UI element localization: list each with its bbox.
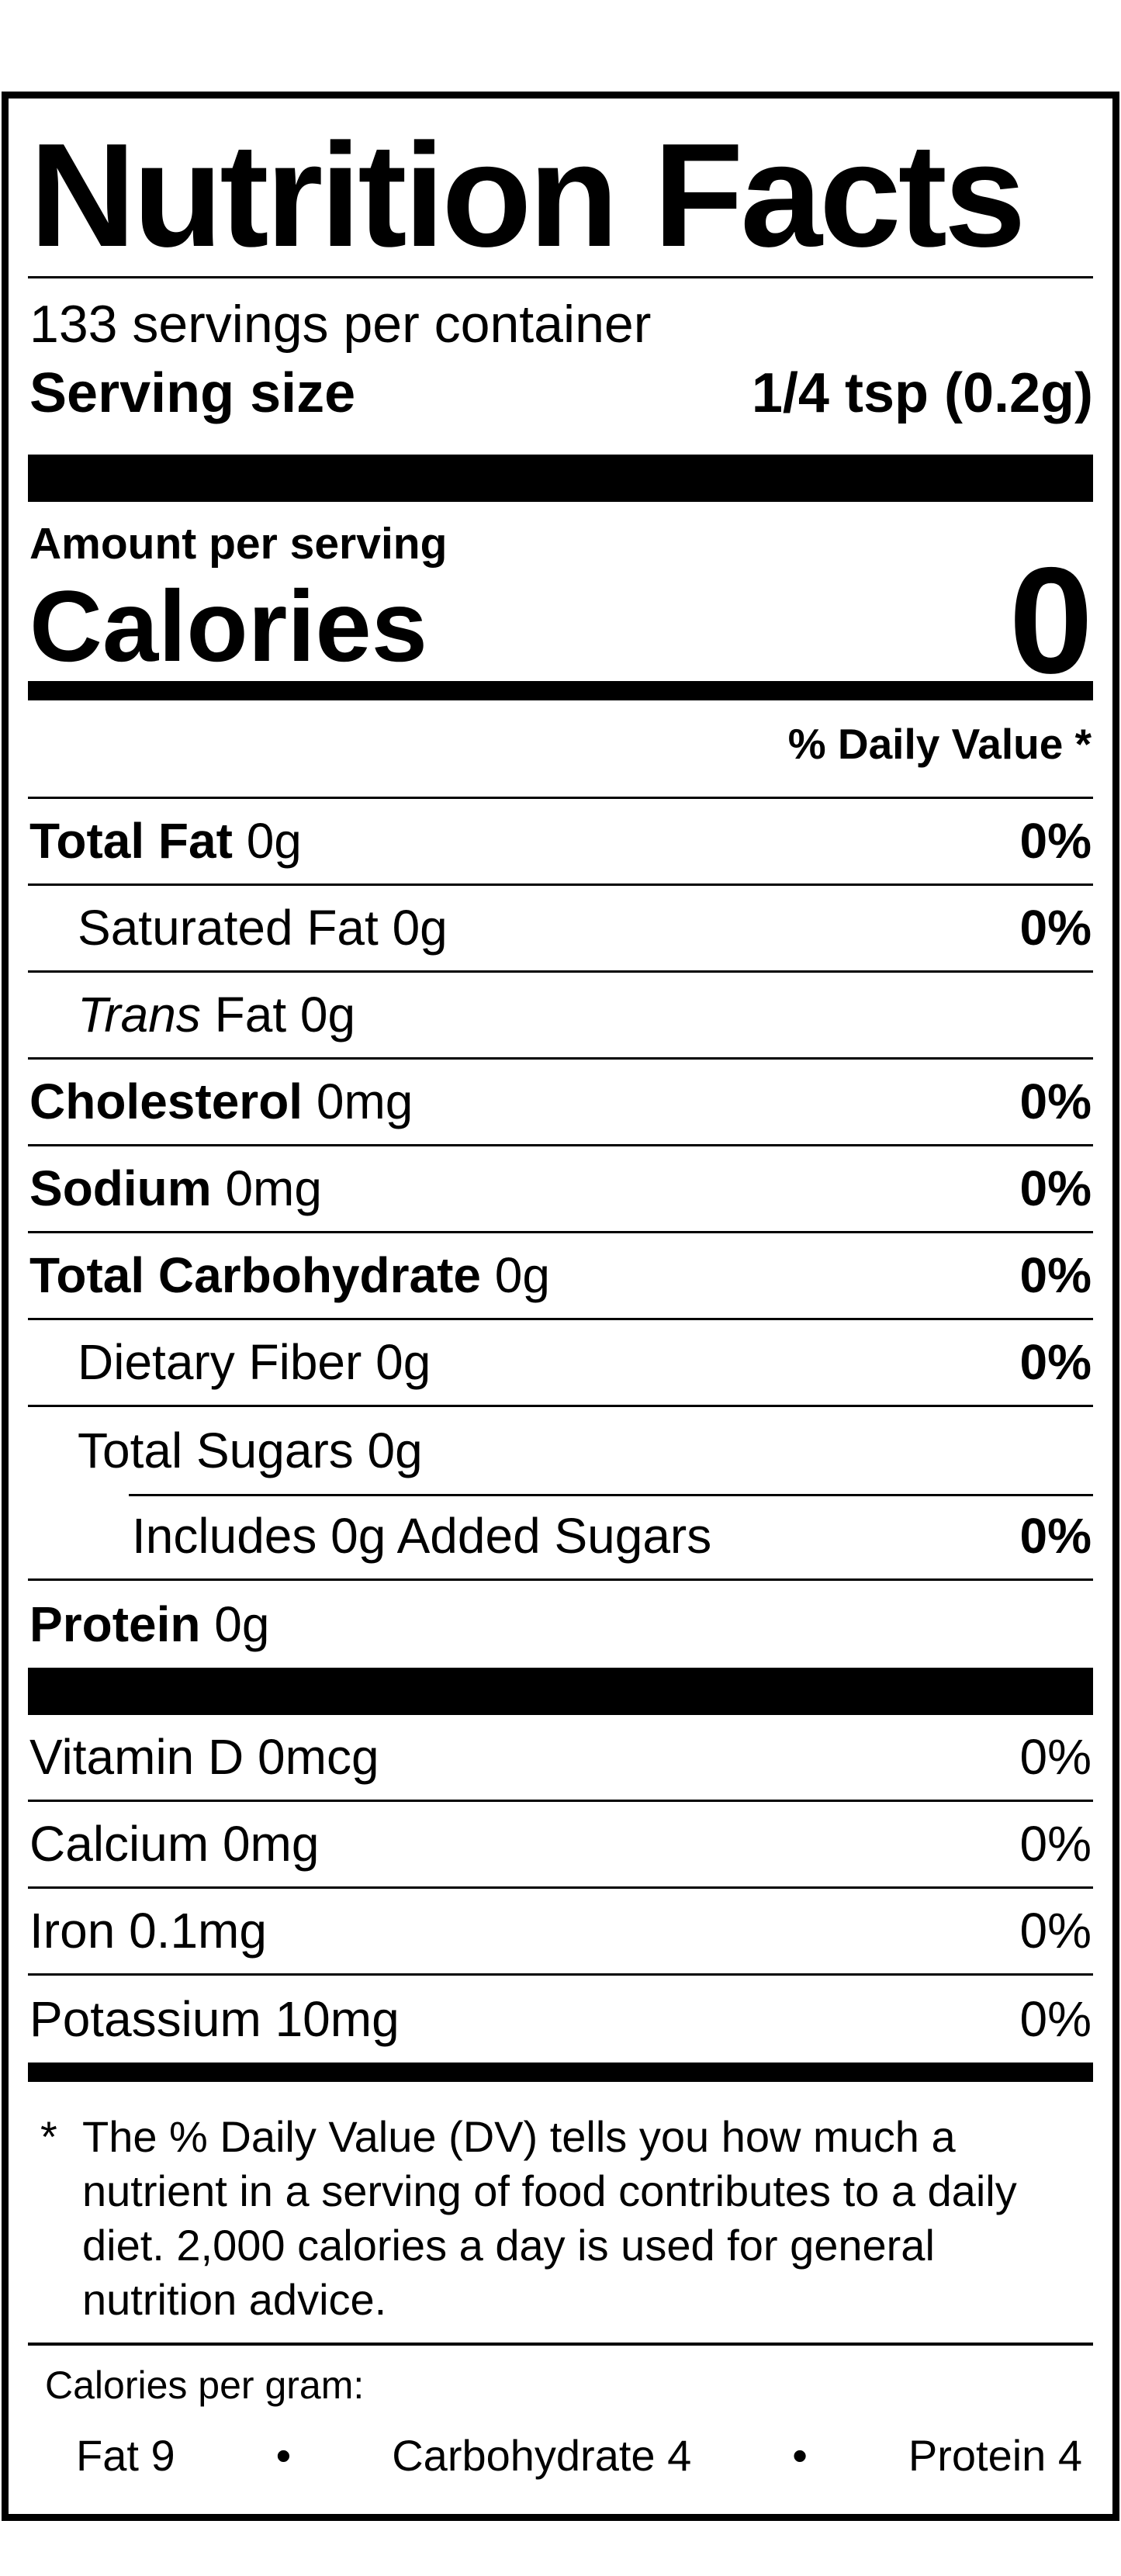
nutrient-name-group: Includes 0g Added Sugars — [132, 1511, 711, 1561]
calories-per-gram-protein: Protein 4 — [908, 2430, 1082, 2480]
nutrient-amount: 0mg — [225, 1160, 322, 1217]
nutrient-name: Total Carbohydrate — [29, 1247, 481, 1304]
section-bar-thick-micronutrients — [28, 1667, 1093, 1715]
calories-per-gram-heading: Calories per gram: — [45, 2363, 365, 2407]
nutrient-name-group: Total Carbohydrate 0g — [29, 1250, 550, 1300]
nutrient-name: Sodium — [29, 1160, 212, 1217]
nutrient-amount: 0g — [494, 1247, 550, 1304]
nutrition-facts-label: Nutrition Facts 133 servings per contain… — [2, 92, 1119, 2521]
nutrient-row-sodium: Sodium 0mg 0% — [28, 1146, 1093, 1233]
nutrient-amount: 0mcg — [258, 1729, 379, 1786]
nutrient-amount: 0g — [214, 1596, 270, 1652]
nutrient-amount: 0mg — [222, 1816, 320, 1872]
nutrient-row-total-carbohydrate: Total Carbohydrate 0g 0% — [28, 1233, 1093, 1320]
nutrient-row-trans-fat: Trans Fat 0g — [28, 973, 1093, 1060]
daily-value-header: % Daily Value * — [28, 700, 1093, 799]
footnote-text: The % Daily Value (DV) tells you how muc… — [82, 2111, 1017, 2324]
serving-size-value: 1/4 tsp (0.2g) — [751, 362, 1093, 425]
nutrient-amount: 10mg — [275, 1990, 400, 2047]
nutrient-amount: 0.1mg — [129, 1903, 267, 1959]
nutrient-amount: 0g — [367, 1422, 423, 1478]
calories-label: Calories — [29, 569, 428, 683]
nutrient-name: Fat — [214, 987, 287, 1043]
nutrient-dv: 0% — [1019, 1990, 1092, 2047]
nutrient-row-total-fat: Total Fat 0g 0% — [28, 799, 1093, 886]
nutrient-amount: 0g — [299, 987, 356, 1043]
nutrient-name-group: Dietary Fiber 0g — [29, 1337, 431, 1387]
nutrient-name-group: Protein 0g — [29, 1599, 269, 1649]
nutrient-amount: 0mg — [316, 1074, 413, 1130]
serving-size-label: Serving size — [29, 362, 356, 425]
nutrient-row-potassium: Potassium 10mg 0% — [28, 1976, 1093, 2063]
nutrient-name: Saturated Fat — [78, 900, 379, 956]
nutrient-name-group: Potassium 10mg — [29, 1994, 400, 2044]
nutrient-name-italic: Trans — [78, 987, 201, 1043]
calories-per-gram-row: Fat 9 • Carbohydrate 4 • Protein 4 — [28, 2430, 1093, 2480]
nutrient-row-calcium: Calcium 0mg 0% — [28, 1802, 1093, 1889]
nutrient-name: Cholesterol — [29, 1074, 303, 1130]
nutrient-row-cholesterol: Cholesterol 0mg 0% — [28, 1060, 1093, 1146]
nutrient-dv: 0% — [1019, 1508, 1092, 1565]
nutrient-dv: 0% — [1019, 1816, 1092, 1872]
bullet-separator: • — [275, 2430, 292, 2480]
serving-size-row: Serving size 1/4 tsp (0.2g) — [29, 365, 1093, 424]
nutrient-name-group: Iron 0.1mg — [29, 1906, 267, 1955]
nutrient-amount: 0g — [246, 813, 302, 870]
servings-per-container: 133 servings per container — [29, 295, 652, 354]
nutrient-name-group: Trans Fat 0g — [29, 990, 355, 1039]
nutrient-name: Iron — [29, 1903, 116, 1959]
nutrient-name-group: Vitamin D 0mcg — [29, 1732, 379, 1782]
footnote-asterisk: * — [40, 2111, 57, 2161]
nutrient-dv: 0% — [1019, 1074, 1092, 1130]
nutrient-row-iron: Iron 0.1mg 0% — [28, 1889, 1093, 1976]
nutrient-name-group: Saturated Fat 0g — [29, 903, 448, 953]
nutrient-name: Potassium — [29, 1990, 261, 2047]
nutrient-amount: 0g — [375, 1334, 431, 1391]
nutrient-dv: 0% — [1019, 813, 1092, 870]
nutrient-amount: 0g — [392, 900, 448, 956]
nutrient-name-group: Total Sugars 0g — [29, 1426, 423, 1475]
nutrient-name-group: Calcium 0mg — [29, 1819, 319, 1869]
nutrient-name: Vitamin D — [29, 1729, 244, 1786]
amount-per-serving-label: Amount per serving — [29, 518, 448, 569]
nutrient-dv: 0% — [1019, 1729, 1092, 1786]
divider-above-calories-per-gram — [28, 2342, 1093, 2346]
nutrient-row-saturated-fat: Saturated Fat 0g 0% — [28, 886, 1093, 973]
calories-per-gram-fat: Fat 9 — [76, 2430, 175, 2480]
nutrient-name: Includes 0g Added Sugars — [132, 1508, 712, 1565]
calories-per-gram-carbohydrate: Carbohydrate 4 — [392, 2430, 692, 2480]
section-bar-thick-top — [28, 454, 1093, 502]
nutrient-dv: 0% — [1019, 1247, 1092, 1304]
nutrient-name: Total Sugars — [78, 1422, 354, 1478]
calories-section: Amount per serving Calories 0 — [28, 502, 1093, 705]
nutrient-row-added-sugars: Includes 0g Added Sugars 0% — [28, 1493, 1093, 1581]
nutrient-row-dietary-fiber: Dietary Fiber 0g 0% — [28, 1320, 1093, 1407]
divider-under-title — [28, 276, 1093, 278]
calories-value: 0 — [1009, 535, 1093, 705]
daily-value-footnote: * The % Daily Value (DV) tells you how m… — [28, 2082, 1093, 2343]
label-title: Nutrition Facts — [29, 113, 1026, 278]
nutrient-dv: 0% — [1019, 1334, 1092, 1391]
nutrient-name-group: Cholesterol 0mg — [29, 1077, 413, 1126]
bullet-separator: • — [792, 2430, 808, 2480]
nutrient-dv: 0% — [1019, 1903, 1092, 1959]
nutrient-row-protein: Protein 0g — [28, 1581, 1093, 1668]
nutrient-row-total-sugars: Total Sugars 0g — [28, 1407, 1093, 1494]
section-bar-medium-footnote — [28, 2062, 1093, 2082]
nutrient-dv: 0% — [1019, 1160, 1092, 1217]
nutrient-name: Total Fat — [29, 813, 233, 870]
nutrient-name: Dietary Fiber — [78, 1334, 362, 1391]
nutrient-name-group: Sodium 0mg — [29, 1164, 322, 1213]
section-bar-medium-calories — [28, 680, 1093, 700]
nutrient-name: Protein — [29, 1596, 201, 1652]
nutrient-row-vitamin-d: Vitamin D 0mcg 0% — [28, 1715, 1093, 1802]
nutrient-name: Calcium — [29, 1816, 209, 1872]
nutrient-dv: 0% — [1019, 900, 1092, 956]
nutrient-name-group: Total Fat 0g — [29, 816, 302, 866]
